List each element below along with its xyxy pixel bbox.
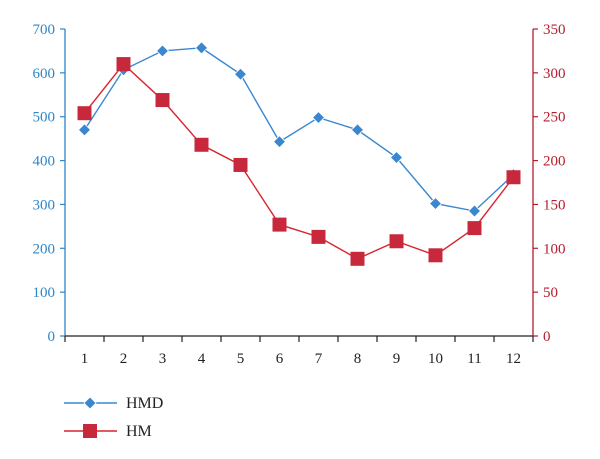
left-tick-label: 600: [33, 66, 56, 82]
x-tick-label: 6: [276, 351, 284, 367]
hm-point: [350, 251, 365, 266]
hm-series-line: [83, 63, 515, 260]
hmd-point: [311, 111, 326, 125]
left-tick-label: 400: [33, 154, 56, 170]
right-tick-label: 0: [543, 329, 551, 345]
legend-hm-label: HM: [126, 423, 152, 440]
hmd-point: [428, 196, 443, 211]
hm-point: [116, 57, 131, 72]
legend-hmd-label: HMD: [126, 395, 163, 412]
x-tick-label: 9: [393, 351, 401, 367]
x-tick-label: 2: [120, 351, 128, 367]
right-tick-label: 150: [543, 197, 566, 213]
x-tick-label: 5: [237, 351, 245, 367]
series-layer: [77, 41, 521, 266]
left-tick-label: 700: [33, 22, 56, 38]
hmd-point: [77, 123, 92, 137]
left-tick-label: 200: [33, 241, 56, 257]
legend-hm-marker: [83, 424, 97, 438]
hmd-point: [233, 67, 248, 81]
hmd-series-line: [83, 47, 514, 212]
hm-point: [155, 93, 170, 108]
right-tick-label: 100: [543, 241, 566, 257]
hmd-point: [350, 123, 365, 137]
x-tick-label: 12: [506, 351, 521, 367]
x-tick-label: 8: [354, 351, 362, 367]
legend-hmd-marker: [83, 396, 97, 410]
left-tick-label: 0: [48, 329, 56, 345]
hmd-point: [272, 135, 287, 149]
right-tick-label: 50: [543, 285, 558, 301]
hmd-point: [194, 41, 209, 55]
hmd-point: [389, 150, 404, 165]
x-tick-label: 1: [81, 351, 89, 367]
right-tick-label: 350: [543, 22, 566, 38]
right-axis-ticks: 0 50 100 150 200 250 300 350: [533, 22, 566, 345]
x-axis-ticks: 1 2 3 4 5 6 7 8 9 10 11 12: [64, 336, 534, 367]
right-tick-label: 200: [543, 154, 566, 170]
hm-point: [428, 248, 443, 263]
right-tick-label: 300: [543, 66, 566, 82]
right-tick-label: 250: [543, 110, 566, 126]
hmd-point: [155, 44, 170, 58]
x-tick-label: 11: [467, 351, 481, 367]
legend: HMD HM: [64, 395, 163, 440]
hm-point: [233, 157, 248, 172]
left-tick-label: 100: [33, 285, 56, 301]
x-tick-label: 10: [428, 351, 443, 367]
hm-point: [77, 106, 92, 121]
left-tick-label: 300: [33, 197, 56, 213]
left-axis-ticks: 0 100 200 300 400 500 600 700: [33, 22, 65, 345]
x-tick-label: 3: [159, 351, 167, 367]
hm-point: [311, 229, 326, 244]
left-tick-label: 500: [33, 110, 56, 126]
hm-point: [467, 221, 482, 236]
hmd-point: [467, 204, 482, 218]
hm-point: [506, 170, 521, 185]
hm-point: [389, 234, 404, 249]
x-tick-label: 4: [198, 351, 206, 367]
x-tick-label: 7: [315, 351, 323, 367]
hm-point: [194, 137, 209, 152]
hm-point: [272, 217, 287, 232]
